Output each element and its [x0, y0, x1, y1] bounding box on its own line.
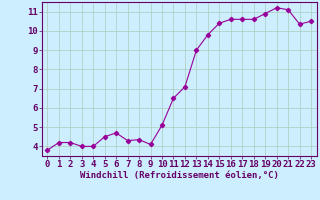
X-axis label: Windchill (Refroidissement éolien,°C): Windchill (Refroidissement éolien,°C) — [80, 171, 279, 180]
